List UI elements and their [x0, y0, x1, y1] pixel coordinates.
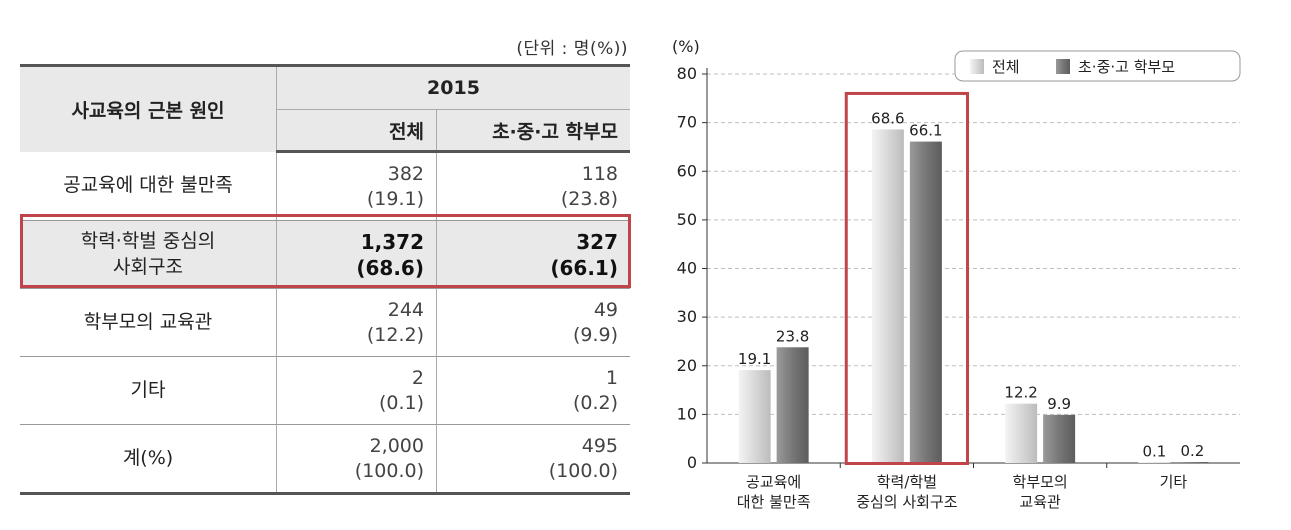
- unit-note: (단위 : 명(%)): [516, 39, 628, 59]
- count: 2: [411, 366, 424, 389]
- category-label: 기타: [1160, 473, 1188, 491]
- percent: (100.0): [548, 459, 618, 482]
- y-tick-label: 10: [677, 404, 697, 423]
- row-label: 기타: [20, 356, 277, 425]
- row-label: 공교육에 대한 불만족: [20, 151, 277, 221]
- chart-highlight-box: [844, 91, 969, 465]
- category-label: 교육관: [1019, 493, 1061, 511]
- header-cause: 사교육의 근본 원인: [20, 64, 277, 152]
- row-label-line2: 사회구조: [113, 255, 183, 278]
- percent: (19.1): [366, 187, 424, 210]
- percent: (100.0): [354, 459, 424, 482]
- bar-parents-2: [1043, 414, 1076, 463]
- percent: (0.1): [378, 391, 424, 414]
- bar-parents-0: [776, 347, 809, 463]
- count: 118: [581, 162, 618, 185]
- y-tick-label: 20: [677, 356, 697, 375]
- bar-all-1: [871, 129, 904, 463]
- count: 327: [576, 229, 618, 254]
- cell-all: 244 (12.2): [276, 288, 437, 357]
- table-row: 기타 2 (0.1) 1 (0.2): [20, 356, 630, 425]
- bar-value-label: 19.1: [738, 350, 771, 368]
- bar-value-label: 68.6: [871, 109, 904, 127]
- bar-chart: 0 10 20 30 40 50 60 70 80 19.1 23.8 68.6 66.1 12.2 9.…: [672, 37, 1241, 511]
- bar-all-2: [1005, 403, 1038, 463]
- cell-all: 1,372 (68.6): [276, 220, 437, 289]
- cell-all: 2,000 (100.0): [276, 424, 437, 495]
- y-tick-label: 30: [677, 307, 697, 326]
- count: 495: [581, 434, 618, 457]
- category-label: 공교육에: [746, 473, 801, 491]
- cell-all: 2 (0.1): [276, 356, 437, 425]
- legend-swatch-all: [970, 59, 984, 74]
- bar-parents-1: [909, 141, 942, 463]
- row-label: 계(%): [20, 424, 277, 495]
- bar-parents-3: [1176, 462, 1209, 463]
- table-row-total: 계(%) 2,000 (100.0) 495 (100.0): [20, 424, 630, 495]
- y-tick-label: 40: [677, 259, 697, 278]
- bar-value-label: 12.2: [1004, 384, 1037, 402]
- y-tick-label: 60: [677, 161, 697, 180]
- category-label: 학부모의: [1013, 473, 1068, 491]
- cell-parents: 495 (100.0): [436, 424, 630, 495]
- percent: (12.2): [366, 323, 424, 346]
- table-row: 공교육에 대한 불만족 382 (19.1) 118 (23.8): [20, 151, 630, 221]
- bar-value-label: 9.9: [1047, 395, 1071, 413]
- y-axis-label: (%): [672, 37, 700, 56]
- y-tick-label: 70: [677, 113, 697, 132]
- count: 1: [605, 366, 618, 389]
- row-label-line1: 학력·학벌 중심의: [80, 229, 216, 252]
- bar-all-0: [738, 370, 771, 463]
- y-tick-label: 80: [677, 64, 697, 83]
- bar-value-label: 0.2: [1180, 442, 1204, 460]
- bar-value-label: 66.1: [909, 122, 942, 140]
- count: 2,000: [369, 434, 424, 457]
- table-row: 학부모의 교육관 244 (12.2) 49 (9.9): [20, 288, 630, 357]
- category-label: 대한 불만족: [737, 493, 811, 511]
- cell-parents: 118 (23.8): [436, 151, 630, 221]
- percent: (0.2): [572, 391, 618, 414]
- legend-swatch-parents: [1056, 59, 1070, 74]
- y-tick-label: 50: [677, 210, 697, 229]
- cell-parents: 1 (0.2): [436, 356, 630, 425]
- row-label: 학부모의 교육관: [20, 288, 277, 357]
- legend-label-parents: 초·중·고 학부모: [1078, 58, 1175, 76]
- cause-table: 사교육의 근본 원인 2015 전체 초·중·고 학부모 공교육에 대한 불만족…: [20, 64, 630, 495]
- header-col-all: 전체: [276, 109, 437, 153]
- legend-label-all: 전체: [992, 58, 1020, 76]
- bar-value-label: 23.8: [776, 327, 809, 345]
- legend-frame: [954, 50, 1241, 82]
- cell-parents: 49 (9.9): [436, 288, 630, 357]
- count: 382: [387, 162, 424, 185]
- bar-value-label: 0.1: [1142, 443, 1166, 461]
- percent: (68.6): [356, 255, 424, 280]
- percent: (23.8): [560, 187, 618, 210]
- category-label: 중심의 사회구조: [856, 493, 958, 511]
- header-col-parents: 초·중·고 학부모: [436, 109, 630, 153]
- category-label: 학력/학벌: [877, 473, 937, 491]
- table-row-highlighted: 학력·학벌 중심의 사회구조 1,372 (68.6) 327 (66.1): [20, 220, 630, 289]
- percent: (66.1): [550, 255, 618, 280]
- row-label: 학력·학벌 중심의 사회구조: [20, 220, 277, 289]
- header-year: 2015: [276, 64, 630, 110]
- cell-parents: 327 (66.1): [436, 220, 630, 289]
- cell-all: 382 (19.1): [276, 151, 437, 221]
- count: 244: [387, 298, 424, 321]
- y-tick-label: 0: [687, 453, 697, 472]
- count: 49: [593, 298, 618, 321]
- percent: (9.9): [572, 323, 618, 346]
- legend: 전체 초·중·고 학부모: [954, 50, 1241, 82]
- count: 1,372: [360, 229, 424, 254]
